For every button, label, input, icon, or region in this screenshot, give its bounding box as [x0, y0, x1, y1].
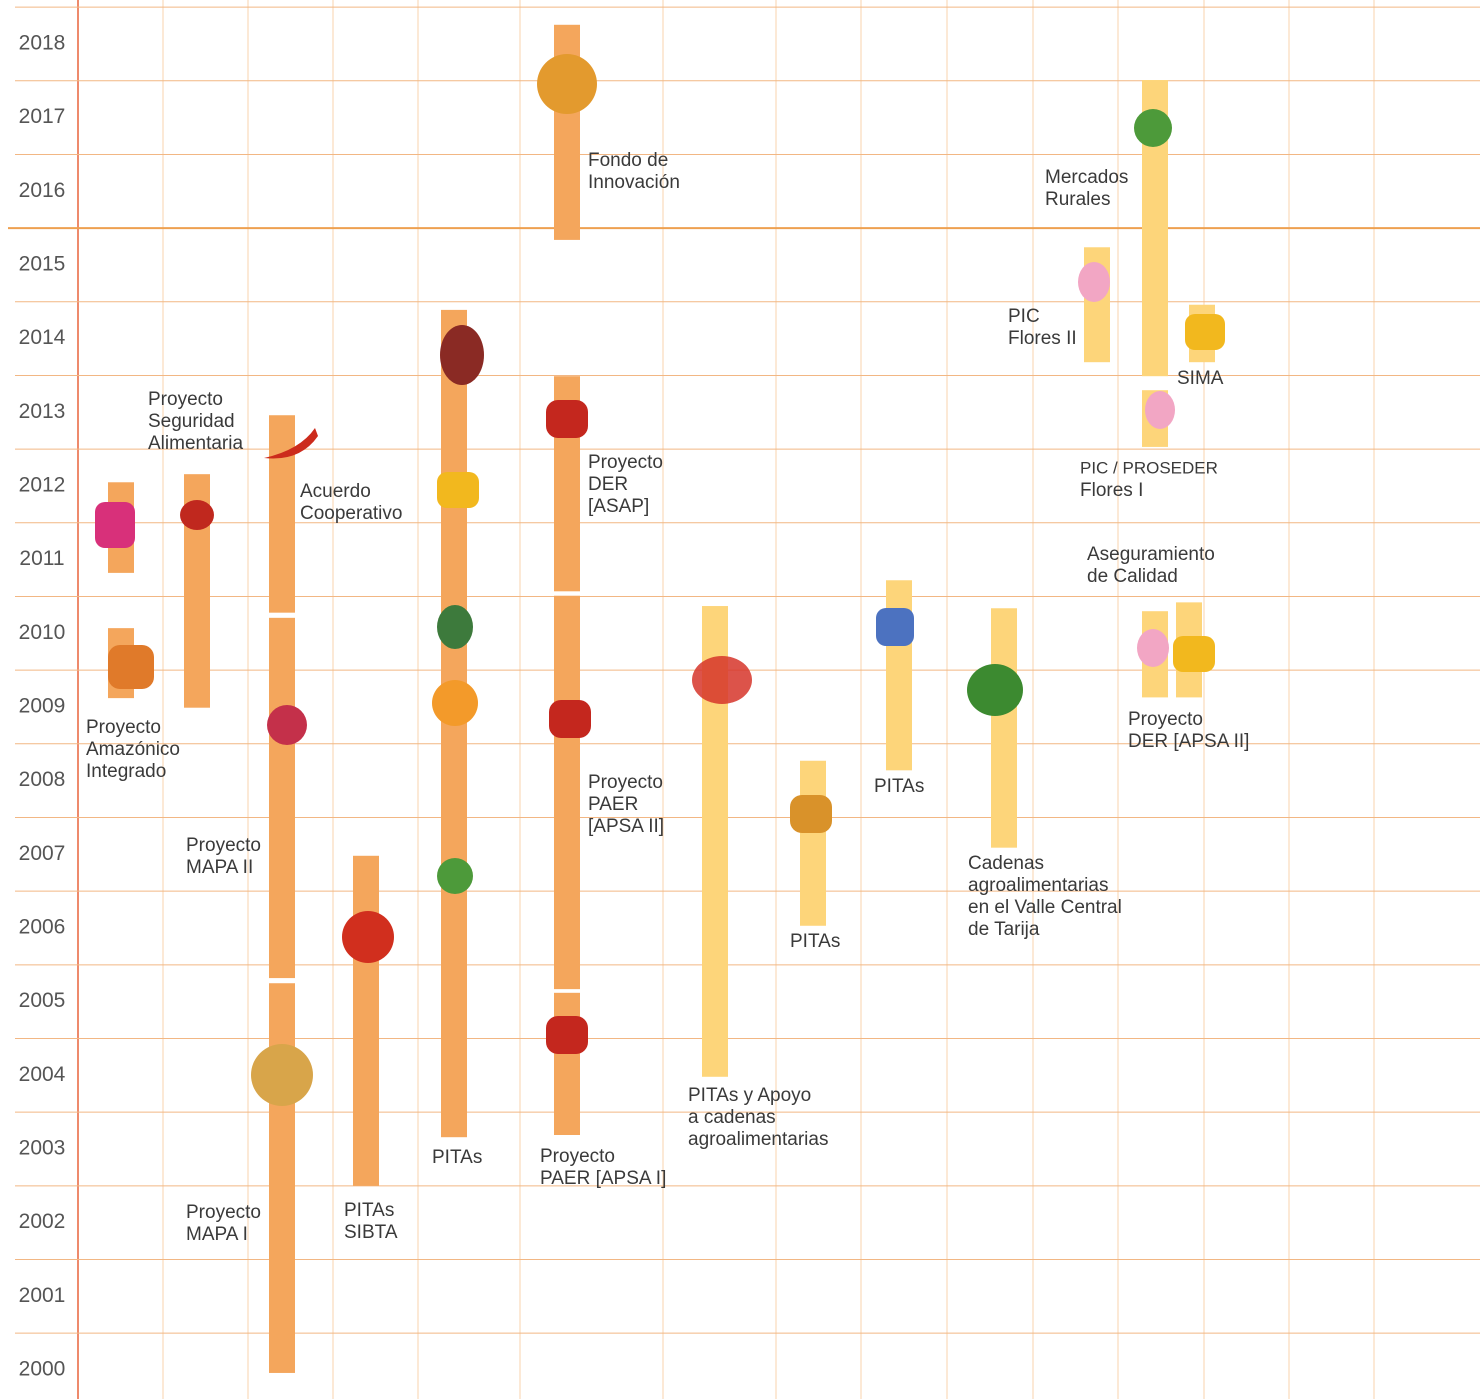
label-line: agroalimentarias — [688, 1129, 828, 1150]
label-line: Fondo de — [588, 150, 668, 171]
year-label: 2005 — [19, 989, 66, 1012]
project-bar — [991, 608, 1017, 847]
label-line: Mercados — [1045, 167, 1128, 188]
label-line: [APSA II] — [588, 816, 664, 837]
label-line: Rurales — [1045, 189, 1110, 210]
year-label: 2011 — [19, 547, 64, 570]
project-bar — [269, 618, 295, 978]
year-label: 2017 — [19, 105, 66, 128]
year-label: 2010 — [19, 621, 66, 644]
year-label: 2012 — [19, 474, 66, 497]
label-line: MAPA I — [186, 1224, 248, 1245]
label-line: Proyecto — [86, 717, 161, 738]
label-line: [ASAP] — [588, 496, 649, 517]
year-label: 2015 — [19, 252, 66, 275]
project-label: PITAs — [874, 776, 924, 797]
label-line: Proyecto — [1128, 709, 1203, 730]
label-line: SIMA — [1177, 368, 1224, 389]
label-line: Proyecto — [588, 452, 663, 473]
label-line: Seguridad — [148, 411, 235, 432]
label-line: Flores I — [1080, 480, 1143, 501]
project-bar — [554, 993, 580, 1135]
label-line: PAER [APSA I] — [540, 1168, 666, 1189]
label-line: PITAs y Apoyo — [688, 1085, 811, 1106]
year-label: 2013 — [19, 400, 66, 423]
year-label: 2006 — [19, 916, 66, 939]
year-label: 2004 — [19, 1063, 66, 1086]
project-label: PIC / PROSEDER Flores I — [1080, 458, 1218, 501]
label-line: MAPA II — [186, 857, 253, 878]
year-label: 2008 — [19, 768, 66, 791]
label-line: PITAs — [874, 776, 924, 797]
label-line: Cooperativo — [300, 503, 402, 524]
label-line: Proyecto — [186, 1202, 261, 1223]
year-label: 2000 — [19, 1358, 66, 1381]
project-bar — [554, 596, 580, 989]
year-label: 2018 — [19, 31, 66, 54]
label-line: a cadenas — [688, 1107, 776, 1128]
label-line: Cadenas — [968, 853, 1044, 874]
label-line: Amazónico — [86, 739, 180, 760]
label-line: Integrado — [86, 761, 166, 782]
project-bar — [269, 415, 295, 612]
label-line: PAER — [588, 794, 638, 815]
label-line: Proyecto — [186, 835, 261, 856]
label-line: PITAs — [344, 1200, 394, 1221]
label-line: Innovación — [588, 172, 680, 193]
label-line: agroalimentarias — [968, 875, 1108, 896]
year-label: 2016 — [19, 179, 66, 202]
label-line: SIBTA — [344, 1222, 398, 1243]
label-line: de Tarija — [968, 919, 1040, 940]
label-line: Alimentaria — [148, 433, 243, 454]
icons — [95, 54, 1225, 1106]
year-label: 2002 — [19, 1210, 66, 1233]
project-bar — [353, 856, 379, 1186]
year-label: 2001 — [19, 1284, 66, 1307]
project-label: SIMA — [1177, 368, 1224, 389]
label-line: Aseguramiento — [1087, 544, 1215, 565]
year-label: 2009 — [19, 695, 66, 718]
label-line: Flores II — [1008, 328, 1077, 349]
label-line: PIC — [1008, 306, 1040, 327]
column-lines — [163, 0, 1374, 1399]
year-label: 2003 — [19, 1137, 66, 1160]
project-bar — [800, 761, 826, 926]
label-line: Proyecto — [148, 389, 223, 410]
label-line: DER — [588, 474, 628, 495]
project-bar — [269, 983, 295, 1373]
label-line: DER [APSA II] — [1128, 731, 1249, 752]
label-line: PITAs — [432, 1147, 482, 1168]
year-label: 2014 — [19, 326, 66, 349]
project-label: PITAs — [790, 931, 840, 952]
label-line: Proyecto — [540, 1146, 615, 1167]
year-label: 2007 — [19, 842, 66, 865]
label-line: Acuerdo — [300, 481, 371, 502]
label-line: PIC / PROSEDER — [1080, 458, 1218, 477]
label-line: PITAs — [790, 931, 840, 952]
timeline: 2000 2001 2002 2003 2004 2005 2006 2007 2008 2009… — [0, 0, 1480, 1399]
project-label: PITAs — [432, 1147, 482, 1168]
label-line: Proyecto — [588, 772, 663, 793]
label-line: en el Valle Central — [968, 897, 1122, 918]
label-line: de Calidad — [1087, 566, 1178, 587]
